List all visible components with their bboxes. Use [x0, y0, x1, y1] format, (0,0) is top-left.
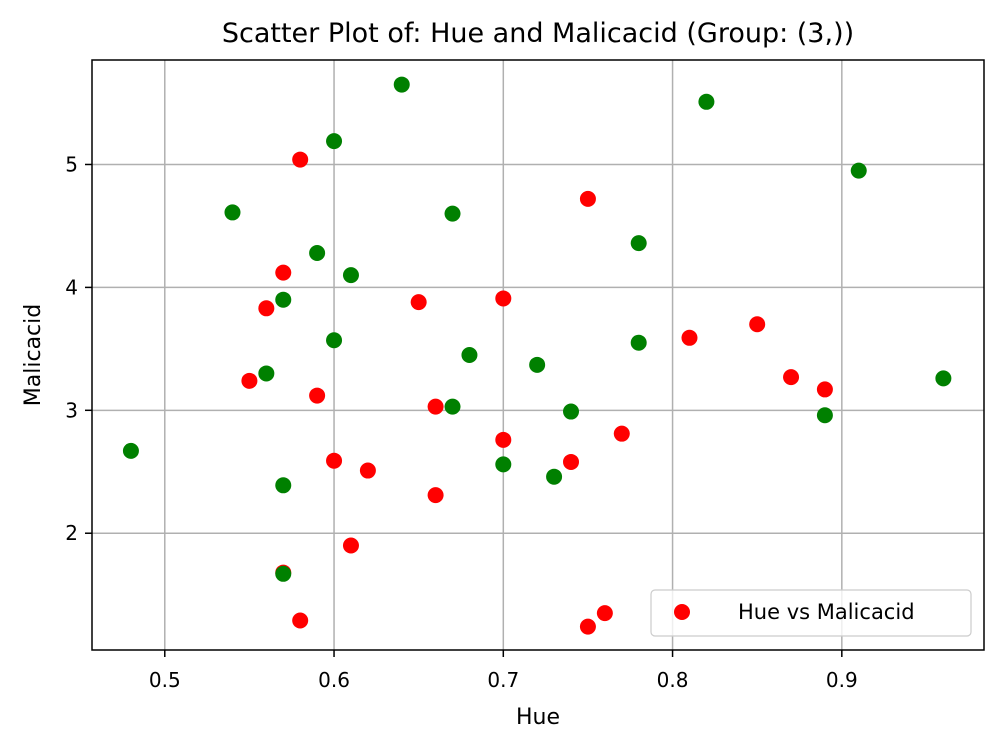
- data-point: [275, 291, 292, 308]
- data-point: [495, 431, 512, 448]
- grid-lines: [92, 60, 984, 650]
- data-point: [698, 93, 715, 110]
- data-point: [326, 452, 343, 469]
- data-point: [224, 204, 241, 221]
- legend: Hue vs Malicacid: [650, 589, 972, 637]
- data-point: [275, 264, 292, 281]
- data-point: [292, 612, 309, 629]
- data-point: [630, 334, 647, 351]
- data-point: [816, 381, 833, 398]
- x-tick-label: 0.8: [657, 668, 689, 692]
- data-point: [326, 332, 343, 349]
- chart-title: Scatter Plot of: Hue and Malicacid (Grou…: [222, 18, 854, 49]
- data-point: [935, 370, 952, 387]
- data-point: [241, 372, 258, 389]
- data-point: [579, 190, 596, 207]
- data-points: [122, 76, 952, 635]
- plot-frame: [91, 59, 985, 651]
- x-tick-label: 0.5: [149, 668, 181, 692]
- legend-marker: [674, 604, 690, 620]
- legend-label: Hue vs Malicacid: [738, 600, 915, 624]
- y-tick-label: 3: [65, 398, 78, 422]
- data-point: [749, 316, 766, 333]
- y-tick-label: 4: [65, 275, 78, 299]
- data-point: [529, 356, 546, 373]
- data-point: [427, 398, 444, 415]
- data-point: [410, 294, 427, 311]
- data-point: [495, 290, 512, 307]
- x-tick-label: 0.7: [487, 668, 519, 692]
- data-point: [309, 387, 326, 404]
- data-point: [630, 235, 647, 252]
- data-point: [275, 565, 292, 582]
- x-axis-label: Hue: [516, 705, 560, 730]
- data-point: [816, 407, 833, 424]
- data-point: [275, 477, 292, 494]
- data-point: [613, 425, 630, 442]
- data-point: [681, 329, 698, 346]
- data-point: [326, 133, 343, 150]
- data-point: [258, 365, 275, 382]
- data-point: [342, 267, 359, 284]
- data-point: [461, 347, 478, 363]
- y-axis-label: Malicacid: [21, 304, 46, 406]
- data-point: [359, 462, 376, 479]
- data-point: [393, 76, 410, 93]
- legend-box: [650, 589, 972, 637]
- data-point: [444, 398, 461, 415]
- data-point: [579, 618, 596, 635]
- data-point: [563, 403, 580, 420]
- axis-ticks: 0.5 0.6 0.7 0.8 0.9 2 3 4 5: [65, 152, 857, 692]
- data-point: [596, 605, 613, 622]
- data-point: [783, 369, 800, 386]
- data-point: [850, 162, 867, 179]
- data-point: [258, 300, 275, 317]
- y-tick-label: 5: [65, 152, 78, 176]
- data-point: [563, 453, 580, 470]
- y-tick-label: 2: [65, 521, 78, 545]
- data-point: [309, 244, 326, 261]
- data-point: [122, 442, 139, 459]
- data-point: [292, 151, 309, 168]
- x-tick-label: 0.9: [826, 668, 858, 692]
- x-tick-label: 0.6: [318, 668, 350, 692]
- data-point: [444, 205, 461, 222]
- data-point: [427, 487, 444, 504]
- data-point: [342, 537, 359, 554]
- data-point: [546, 468, 563, 485]
- data-point: [495, 456, 512, 473]
